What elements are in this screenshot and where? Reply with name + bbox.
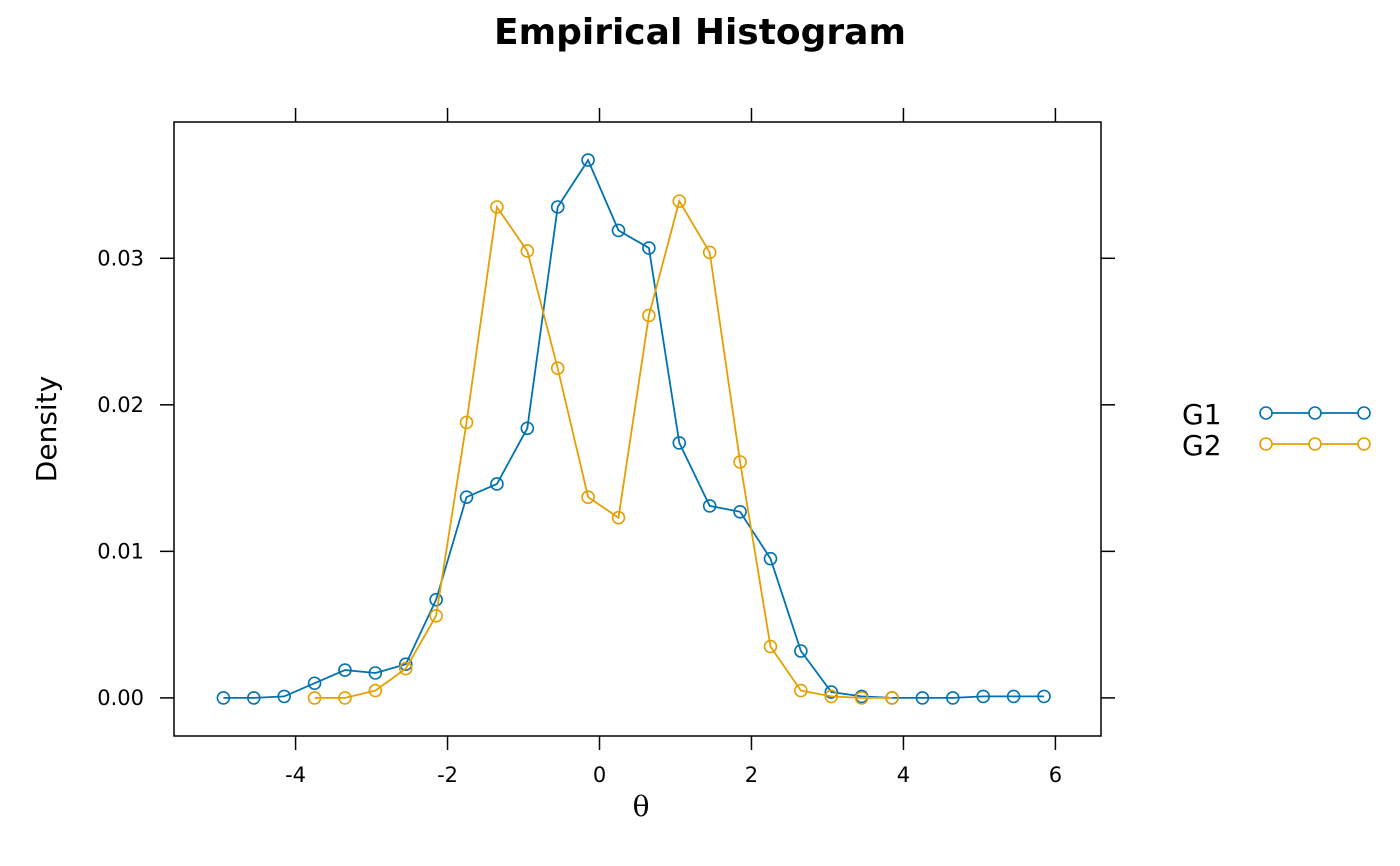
data-point-g1 [216,691,231,705]
data-point-g2 [307,691,322,705]
data-point-g2 [338,691,352,705]
data-point-g2 [398,661,413,676]
data-point-g2 [520,244,535,258]
legend-marker [1259,406,1273,420]
series-g2 [307,194,899,705]
data-point-g1 [550,200,565,214]
legend-label: G1 [1182,398,1222,431]
legend-marker [1259,437,1273,451]
y-axis-label: Density [30,376,63,482]
data-point-g2 [642,308,656,323]
data-point-g2 [490,200,504,214]
series-line-g1 [223,158,1044,699]
data-point-g1 [429,592,443,607]
legend-marker [1308,406,1322,420]
data-point-g2 [429,609,443,623]
data-point-g1 [642,241,656,255]
data-point-g1 [611,223,626,238]
x-tick-label: 0 [593,763,606,787]
data-point-g2 [854,691,869,705]
x-tick-label: 2 [745,763,758,787]
x-tick-label: -2 [437,763,458,787]
data-point-g1 [307,676,322,691]
legend-marker [1357,437,1371,451]
data-point-g1 [368,666,383,680]
legend-item-g1: G1 [1182,398,1371,431]
legend-marker [1308,437,1322,451]
y-tick-label: 0.02 [97,393,144,417]
data-point-g1 [520,421,535,436]
data-point-g2 [824,689,839,704]
data-point-g2 [459,415,474,430]
x-tick-label: -4 [285,763,306,787]
data-point-g1 [672,436,687,450]
data-point-g2 [550,361,565,375]
data-point-g2 [885,691,899,705]
data-point-g2 [368,683,383,698]
data-point-g2 [763,639,778,654]
data-point-g1 [946,691,960,705]
x-tick-label: 4 [897,763,910,787]
data-point-g1 [1037,689,1051,704]
legend-label: G2 [1182,429,1222,462]
x-tick-label: 6 [1049,763,1062,787]
data-point-g1 [915,691,930,705]
y-tick-label: 0.03 [97,246,144,270]
data-point-g1 [1006,689,1021,704]
data-point-g2 [702,245,717,260]
plot-frame [173,121,1102,737]
data-point-g1 [733,504,747,519]
series-g1 [216,153,1051,705]
data-point-g1 [976,689,991,704]
data-point-g1 [581,153,595,167]
data-point-g1 [246,691,261,705]
data-point-g2 [581,490,595,504]
data-point-g1 [277,689,291,704]
data-point-g1 [794,644,808,658]
data-point-g1 [459,490,474,504]
data-point-g1 [490,477,504,491]
y-tick-label: 0.01 [97,539,144,563]
x-axis-label: θ [633,790,650,823]
data-point-g2 [794,683,808,698]
series-layer [216,153,1051,705]
series-line-g2 [314,198,892,699]
data-point-g1 [702,499,717,513]
data-point-g1 [338,663,352,677]
data-point-g1 [398,657,413,671]
legend-marker [1357,406,1371,420]
axes: -4 -2 0 2 4 6 0.00 0.01 0.02 0.03 [97,108,1115,787]
data-point-g1 [763,551,778,566]
y-tick-label: 0.00 [97,686,144,710]
chart-title: Empirical Histogram [494,12,906,53]
data-point-g1 [824,685,839,699]
data-point-g2 [733,455,747,469]
data-point-g2 [611,510,626,525]
legend-item-g2: G2 [1182,429,1371,462]
data-point-g2 [672,194,687,208]
